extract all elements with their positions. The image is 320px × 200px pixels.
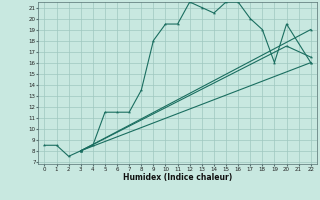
X-axis label: Humidex (Indice chaleur): Humidex (Indice chaleur) (123, 173, 232, 182)
